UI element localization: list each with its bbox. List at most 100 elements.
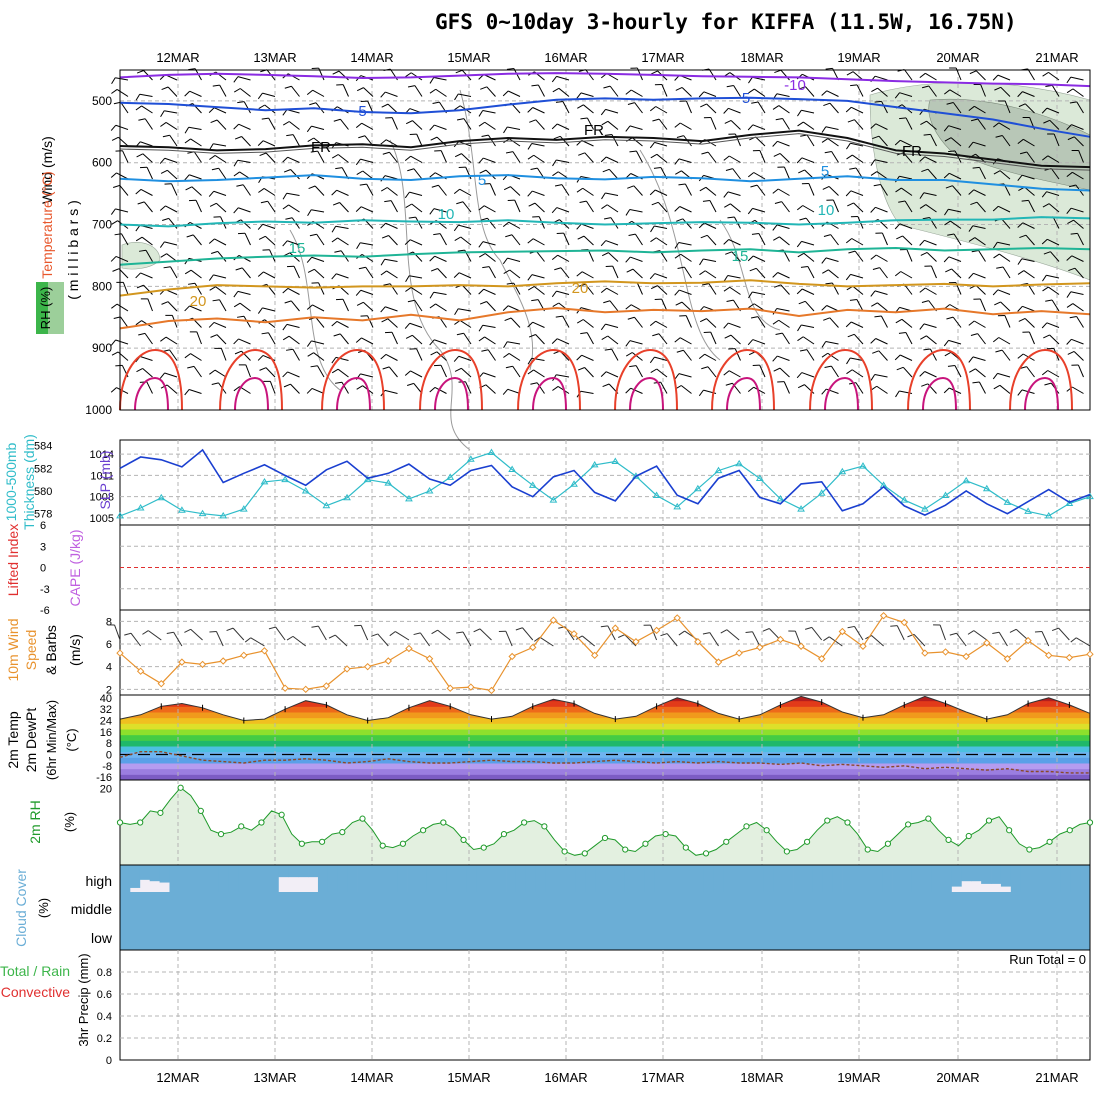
wind10m-axis-label: & Barbs: [43, 625, 59, 675]
wind-barb: [562, 315, 570, 328]
wind-barb: [919, 204, 927, 209]
wind10m-barb: [1009, 628, 1017, 633]
wind-barb: [851, 321, 864, 328]
wind-barb: [674, 158, 680, 165]
wind-barb: [973, 272, 986, 279]
wind-barb: [584, 152, 594, 163]
wind-barb: [487, 349, 496, 361]
wind-barb: [921, 168, 929, 173]
wind10m-point: [198, 660, 207, 669]
wind-barb: [1042, 71, 1049, 77]
cloud-high-bar: [1000, 865, 1012, 887]
wind-barb: [685, 100, 692, 114]
wind-barb: [531, 143, 545, 147]
wind-barb: [854, 250, 864, 262]
wind-barb: [706, 318, 717, 328]
wind10m-barb: [702, 632, 710, 635]
wind-barb: [773, 236, 780, 241]
wind-barb: [919, 240, 925, 246]
wind-barb: [606, 156, 619, 163]
wind-barb: [480, 217, 488, 221]
wind-barb: [755, 136, 766, 147]
wind-barb: [385, 222, 398, 229]
wind-barb: [652, 118, 660, 122]
wind-barb: [333, 333, 341, 337]
wind10m-barb: [726, 629, 740, 641]
wind-barb: [556, 159, 570, 163]
wind10m-point: [941, 648, 950, 656]
wind-barb: [438, 184, 447, 196]
rh2m-point: [298, 840, 305, 847]
wind-barb: [677, 266, 685, 270]
wind10m-point: [322, 682, 331, 690]
wind-barb: [482, 324, 496, 328]
wind-barb: [586, 332, 594, 345]
wind-barb: [801, 157, 815, 163]
thickness-tick-label: 578: [34, 509, 52, 521]
wind-barb: [238, 207, 251, 213]
dewpoint-line: [119, 751, 1090, 774]
wind-barb: [136, 284, 144, 289]
wind-barb: [317, 150, 325, 163]
wind-barb: [122, 150, 129, 163]
wind-barb: [143, 284, 153, 295]
wind-barb: [651, 201, 659, 206]
temp-color-band: [120, 706, 1090, 713]
wind-barb: [586, 117, 594, 130]
temp-tick-label: 24: [100, 716, 112, 728]
wind-barb: [1023, 138, 1035, 147]
bottom-date-label: 12MAR: [156, 1070, 199, 1085]
wind10m-barb: [505, 631, 513, 647]
cloud-high-bar: [1070, 865, 1081, 892]
wind-barb: [783, 381, 790, 394]
wind-barb: [978, 250, 986, 262]
wind-barb: [728, 107, 741, 114]
wind10m-point: [425, 655, 434, 663]
wind-barb: [381, 318, 389, 323]
wind-barb: [923, 133, 931, 136]
wind-barb: [1001, 218, 1011, 229]
wind-barb: [1000, 86, 1011, 97]
wind-barb: [308, 185, 316, 190]
wind-barb: [1042, 155, 1049, 161]
wind-barb: [975, 368, 986, 378]
wind-barb: [415, 216, 423, 229]
wind-barb: [1078, 150, 1084, 163]
wind-tick-label: 4: [106, 662, 112, 674]
wind-barb: [728, 239, 741, 246]
wind10m-barb: [184, 628, 191, 633]
wind-barb: [754, 88, 766, 97]
wind10m-barb: [166, 631, 174, 634]
wind-barb: [533, 369, 545, 378]
wind-barb: [674, 206, 681, 212]
wind-barb: [730, 120, 741, 130]
wind-barb: [385, 139, 398, 147]
wind-barb: [282, 192, 288, 200]
wind-barb: [846, 154, 853, 160]
wind-barb: [241, 267, 251, 279]
wind10m-barb: [871, 635, 884, 647]
wind-barb: [316, 233, 325, 246]
rh-legend-swatch: [48, 282, 64, 334]
wind-barb: [748, 303, 755, 309]
wind-barb: [407, 168, 415, 172]
wind-barb: [159, 157, 166, 164]
wind-barb: [753, 172, 766, 180]
wind-barb: [980, 84, 986, 97]
contour-label: 10: [818, 202, 835, 219]
wind-barb: [1077, 364, 1084, 378]
thickness-point: [1086, 492, 1094, 500]
wind-barb: [164, 110, 178, 114]
rh2m-point: [864, 846, 871, 853]
wind-barb: [1067, 136, 1075, 141]
wind-barb: [532, 190, 545, 196]
wind-barb: [728, 155, 741, 163]
wind-barb: [318, 282, 325, 295]
temp-tick-label: -8: [102, 761, 112, 773]
temperature-line: [119, 695, 1091, 722]
wind-barb: [479, 301, 487, 305]
wind-barb: [355, 337, 362, 343]
wind-barb: [757, 101, 766, 114]
wind-barb: [708, 283, 717, 295]
wind-barb: [159, 372, 166, 379]
